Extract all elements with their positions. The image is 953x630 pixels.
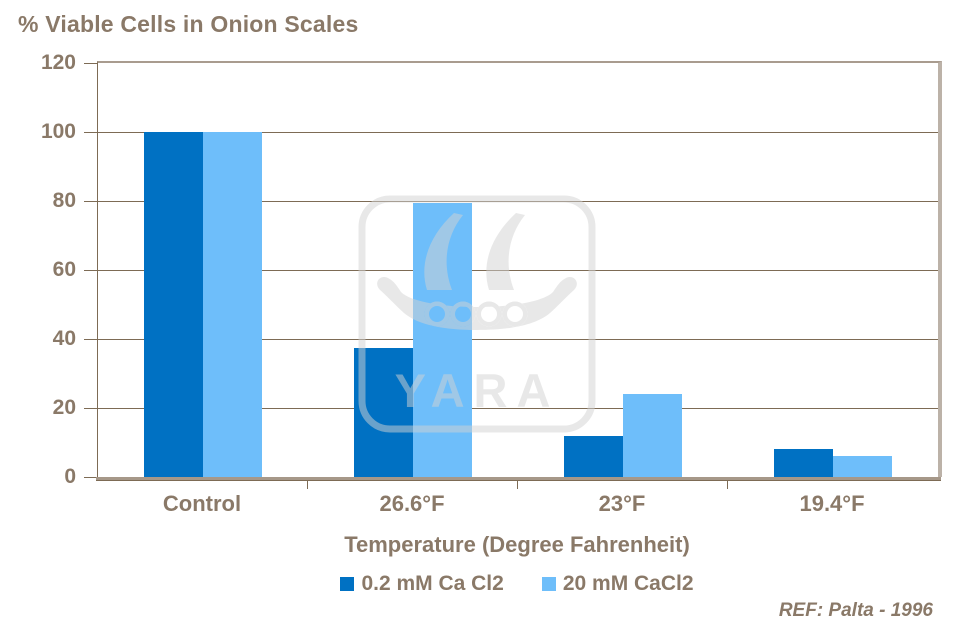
y-tick-label: 100 (40, 120, 76, 143)
y-tick-mark (84, 270, 97, 271)
x-axis-line (96, 477, 941, 481)
reference-note: REF: Palta - 1996 (778, 600, 933, 621)
y-tick-label: 120 (40, 51, 76, 74)
legend-label: 0.2 mM Ca Cl2 (361, 572, 504, 595)
gridline-100 (98, 131, 938, 133)
y-tick-label: 0 (64, 465, 76, 488)
y-tick-mark (84, 408, 97, 409)
y-tick-mark (84, 63, 97, 64)
bar-20 mM CaCl2-23°F (623, 394, 682, 477)
y-tick-label: 60 (52, 258, 76, 281)
legend-item: 20 mM CaCl2 (541, 572, 694, 596)
x-axis-title: Temperature (Degree Fahrenheit) (344, 532, 690, 557)
x-category-label: 23°F (598, 491, 646, 516)
legend-swatch-dark-blue (340, 577, 355, 591)
y-tick-label: 40 (52, 327, 76, 350)
bar-20 mM CaCl2-26.6°F (413, 202, 472, 477)
x-category-label: 19.4°F (799, 491, 865, 516)
bar-0.2 mM Ca Cl2-23°F (564, 435, 623, 477)
bar-20 mM CaCl2-19.4°F (833, 456, 892, 477)
x-category-label: 26.6°F (379, 491, 445, 516)
x-tick-mark (517, 481, 518, 489)
y-tick-mark (84, 132, 97, 133)
plot-area (97, 61, 942, 477)
legend-label: 20 mM CaCl2 (562, 572, 694, 595)
x-tick-mark (727, 481, 728, 489)
bar-20 mM CaCl2-Control (203, 132, 262, 477)
y-tick-mark (84, 477, 97, 478)
y-tick-mark (84, 339, 97, 340)
y-tick-mark (84, 201, 97, 202)
x-tick-mark (307, 481, 308, 489)
bar-0.2 mM Ca Cl2-19.4°F (774, 449, 833, 477)
legend-swatch-light-blue (541, 577, 556, 591)
legend-item: 0.2 mM Ca Cl2 (340, 572, 504, 596)
y-tick-label: 20 (52, 396, 76, 419)
bar-0.2 mM Ca Cl2-26.6°F (354, 347, 413, 477)
y-tick-label: 80 (52, 189, 76, 212)
chart-title: % Viable Cells in Onion Scales (18, 11, 359, 37)
legend: 0.2 mM Ca Cl2 20 mM CaCl2 (97, 572, 937, 596)
bar-0.2 mM Ca Cl2-Control (144, 132, 203, 477)
x-category-label: Control (162, 491, 242, 516)
